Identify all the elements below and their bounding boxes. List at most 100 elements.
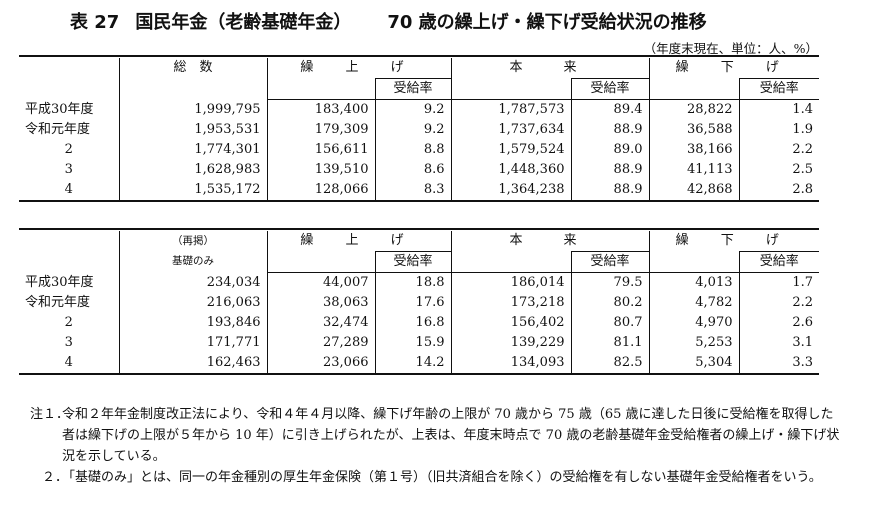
cell-honrai: 1,787,573 (450, 99, 572, 120)
cell-honrai-rate: 88.9 (571, 180, 649, 202)
header-honrai: 本 来 (450, 58, 649, 79)
header-rate: 受給率 (570, 78, 649, 100)
header-kuriage: 繰 上 げ (300, 233, 418, 248)
cell-kuriage: 128,066 (267, 180, 376, 202)
cell-total: 216,063 (119, 293, 268, 313)
cell-total: 1,535,172 (119, 180, 268, 202)
cell-honrai-rate: 89.4 (613, 102, 643, 117)
cell-kuriage-rate: 9.2 (423, 102, 445, 117)
cell-kurisage-rate: 2.2 (792, 142, 813, 157)
cell-total: 234,034 (119, 272, 268, 293)
header-spacer (648, 78, 739, 100)
cell-kuriage-rate: 17.6 (415, 295, 445, 310)
cell-kurisage-rate: 2.6 (792, 315, 813, 330)
cell-kuriage: 32,474 (267, 313, 376, 333)
header-spacer (267, 78, 375, 100)
cell-total: 171,771 (119, 333, 268, 353)
cell-kuriage: 183,400 (267, 99, 376, 120)
header-honrai: 本 来 (450, 231, 649, 252)
cell-honrai-rate: 79.5 (613, 275, 643, 290)
cell-kurisage-rate: 3.3 (739, 353, 819, 375)
table-row: 3 1,628,983 139,510 8.6 1,448,360 88.9 4… (19, 160, 819, 180)
cell-honrai: 1,448,360 (450, 160, 572, 180)
cell-honrai-rate: 89.0 (613, 142, 643, 157)
cell-honrai: 134,093 (450, 353, 572, 375)
cell-honrai-rate: 82.5 (571, 353, 649, 375)
header-spacer (267, 251, 375, 273)
note-number: ２． (42, 470, 69, 485)
cell-total: 1,953,531 (119, 120, 268, 140)
cell-kuriage: 27,289 (267, 333, 376, 353)
cell-kuriage-rate: 18.8 (415, 275, 445, 290)
title-main: 国民年金（老齢基礎年金） (135, 12, 352, 33)
note-number: 注１． (30, 407, 70, 422)
cell-honrai-rate: 81.1 (613, 335, 643, 350)
cell-kurisage-rate: 1.9 (792, 122, 813, 137)
header-total-line1: （再掲） (172, 235, 214, 247)
cell-kurisage: 42,868 (648, 180, 740, 202)
cell-kurisage: 4,970 (648, 313, 740, 333)
table-totals: 総 数 繰 上 げ 本 来 繰 下 げ 受給率 受給率 受給率 平成30年度 1… (19, 55, 819, 202)
cell-kurisage: 5,253 (648, 333, 740, 353)
header-kurisage: 繰 下 げ (648, 231, 819, 252)
table-row: 4 1,535,172 128,066 8.3 1,364,238 88.9 4… (19, 180, 819, 202)
cell-honrai-rate: 88.9 (613, 162, 643, 177)
cell-total: 1,628,983 (119, 160, 268, 180)
cell-kurisage-rate: 2.8 (739, 180, 819, 202)
table-row: 4 162,463 23,066 14.2 134,093 82.5 5,304… (19, 353, 819, 375)
cell-honrai: 1,364,238 (450, 180, 572, 202)
row-year: 2 (19, 313, 120, 333)
cell-kuriage-rate: 8.8 (423, 142, 445, 157)
row-year: 平成30年度 (19, 99, 120, 120)
cell-kurisage: 5,304 (648, 353, 740, 375)
row-year: 4 (19, 180, 120, 202)
cell-kuriage-rate: 15.9 (415, 335, 445, 350)
cell-kurisage-rate: 2.5 (792, 162, 813, 177)
cell-honrai-rate: 80.2 (613, 295, 643, 310)
header-rate: 受給率 (374, 251, 451, 273)
cell-kurisage: 28,822 (648, 99, 740, 120)
cell-total: 1,999,795 (119, 99, 268, 120)
note-text: 令和２年年金制度改正法により、令和４年４月以降、繰下げ年齢の上限が 70 歳から… (62, 407, 840, 464)
cell-kurisage: 36,588 (648, 120, 740, 140)
cell-kuriage: 139,510 (267, 160, 376, 180)
header-spacer (450, 78, 571, 100)
cell-kurisage-rate: 1.4 (792, 102, 813, 117)
cell-kuriage-rate: 9.2 (423, 122, 445, 137)
cell-kuriage-rate: 16.8 (415, 315, 445, 330)
row-year: 3 (19, 333, 120, 353)
title-sub: 70 歳の繰上げ・繰下げ受給状況の推移 (387, 12, 707, 33)
row-year: 3 (19, 160, 120, 180)
table-row: 令和元年度 216,063 38,063 17.6 173,218 80.2 4… (19, 293, 819, 313)
table-row: 2 1,774,301 156,611 8.8 1,579,524 89.0 3… (19, 140, 819, 160)
notes: 注１． 令和２年年金制度改正法により、令和４年４月以降、繰下げ年齢の上限が 70… (30, 404, 845, 488)
header-spacer (648, 251, 739, 273)
cell-kuriage: 179,309 (267, 120, 376, 140)
unit-note: （年度末現在、単位：人、%） (643, 41, 818, 56)
cell-kuriage-rate: 8.6 (423, 162, 445, 177)
cell-kuriage: 38,063 (267, 293, 376, 313)
cell-kuriage: 44,007 (267, 272, 376, 293)
cell-kurisage: 4,782 (648, 293, 740, 313)
table-kiso-only: （再掲） 基礎のみ 繰 上 げ 本 来 繰 下 げ 受給率 受給率 受給率 平成… (19, 228, 819, 375)
cell-kuriage-rate: 8.3 (375, 180, 451, 202)
row-year: 令和元年度 (19, 293, 120, 313)
cell-kurisage-rate: 2.2 (792, 295, 813, 310)
cell-kurisage: 38,166 (648, 140, 740, 160)
note-1: 注１． 令和２年年金制度改正法により、令和４年４月以降、繰下げ年齢の上限が 70… (30, 404, 845, 467)
header-total: 総 数 (119, 58, 268, 100)
header-rate: 受給率 (374, 78, 451, 100)
cell-kuriage-rate: 14.2 (375, 353, 451, 375)
table-row: 平成30年度 1,999,795 183,400 9.2 1,787,573 8… (19, 99, 819, 120)
header-total-line2: 基礎のみ (172, 255, 214, 267)
table-row: 令和元年度 1,953,531 179,309 9.2 1,737,634 88… (19, 120, 819, 140)
cell-honrai: 1,737,634 (450, 120, 572, 140)
cell-honrai: 1,579,524 (450, 140, 572, 160)
cell-honrai: 139,229 (450, 333, 572, 353)
cell-kurisage: 4,013 (648, 272, 740, 293)
cell-kurisage-rate: 3.1 (792, 335, 813, 350)
table-row: 2 193,846 32,474 16.8 156,402 80.7 4,970… (19, 313, 819, 333)
cell-total: 162,463 (119, 353, 268, 375)
cell-honrai: 156,402 (450, 313, 572, 333)
header-spacer (450, 251, 571, 273)
